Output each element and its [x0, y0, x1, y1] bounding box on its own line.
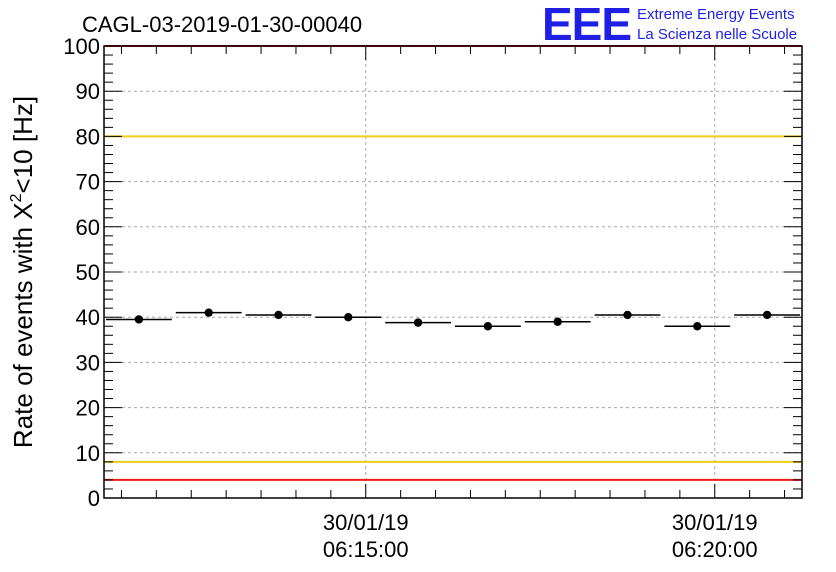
data-point-4: [413, 318, 423, 327]
x-tick-label-time: 06:15:00: [323, 537, 409, 562]
logo-line-2: La Scienza nelle Scuole: [637, 26, 797, 43]
y-tick-label-80: 80: [76, 124, 100, 149]
x-tick-label-date: 30/01/19: [323, 510, 409, 535]
data-point-3: [344, 313, 353, 322]
data-point-8: [693, 322, 702, 331]
x-tick-label-time: 06:20:00: [672, 537, 758, 562]
axes: 010203040506070809010030/01/1906:15:0030…: [63, 34, 803, 562]
data-point-7: [623, 310, 632, 320]
y-tick-label-60: 60: [76, 215, 100, 240]
y-tick-label-10: 10: [76, 441, 100, 466]
logo-line-1: Extreme Energy Events: [637, 6, 795, 23]
eee-logo: EEE Extreme Energy Events La Scienza nel…: [542, 0, 797, 50]
grid: [104, 46, 802, 498]
y-axis-label: Rate of events with X2<10 [Hz]: [8, 96, 38, 448]
data-point-1: [204, 308, 213, 317]
x-tick-label-date: 30/01/19: [672, 510, 758, 535]
logo-mark: EEE: [542, 0, 631, 50]
data-point-2: [274, 310, 283, 320]
y-tick-label-40: 40: [76, 305, 100, 330]
data-point-6: [553, 317, 562, 326]
y-tick-label-20: 20: [76, 396, 100, 421]
y-tick-label-70: 70: [76, 170, 100, 195]
y-tick-label-50: 50: [76, 260, 100, 285]
chart-title: CAGL-03-2019-01-30-00040: [82, 12, 362, 37]
y-tick-label-90: 90: [76, 79, 100, 104]
data-point-5: [483, 322, 493, 331]
data-point-0: [134, 315, 144, 324]
y-tick-label-100: 100: [63, 34, 100, 59]
data-points: [106, 308, 800, 331]
y-tick-label-30: 30: [76, 350, 100, 375]
reference-lines: [104, 45, 802, 481]
y-tick-label-0: 0: [88, 486, 100, 511]
data-point-9: [762, 310, 772, 320]
